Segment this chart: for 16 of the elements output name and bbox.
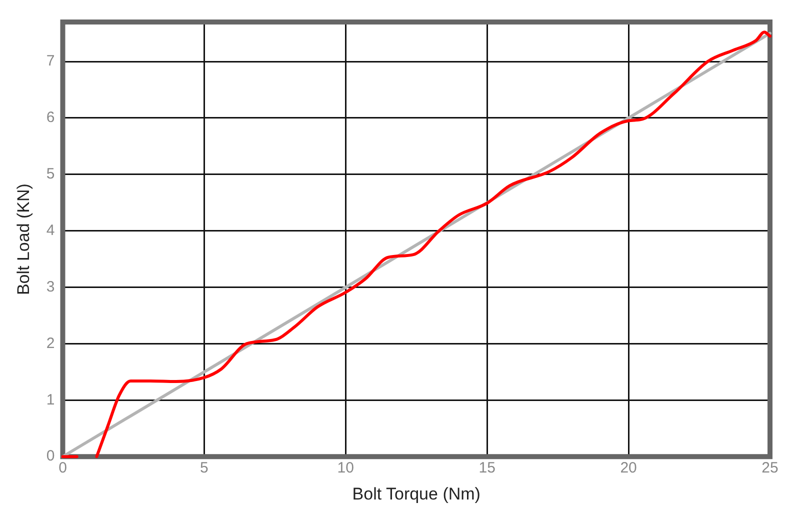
y-tick-label: 5 bbox=[46, 166, 55, 183]
x-tick-label: 20 bbox=[620, 460, 637, 477]
y-axis-title: Bolt Load (KN) bbox=[14, 184, 33, 296]
x-tick-label: 25 bbox=[762, 460, 778, 477]
y-tick-label: 0 bbox=[46, 448, 55, 465]
y-tick-label: 7 bbox=[46, 52, 55, 70]
x-axis-title: Bolt Torque (Nm) bbox=[352, 484, 480, 504]
y-tick-label: 3 bbox=[46, 278, 55, 296]
x-tick-label: 5 bbox=[200, 460, 208, 477]
y-tick-label: 6 bbox=[46, 109, 55, 126]
y-tick-label: 4 bbox=[46, 222, 55, 239]
x-tick-label: 15 bbox=[478, 460, 496, 477]
x-tick-label: 10 bbox=[337, 460, 354, 477]
y-tick-label: 1 bbox=[46, 391, 55, 408]
x-tick-label: 0 bbox=[58, 460, 67, 477]
y-tick-label: 2 bbox=[46, 334, 55, 352]
